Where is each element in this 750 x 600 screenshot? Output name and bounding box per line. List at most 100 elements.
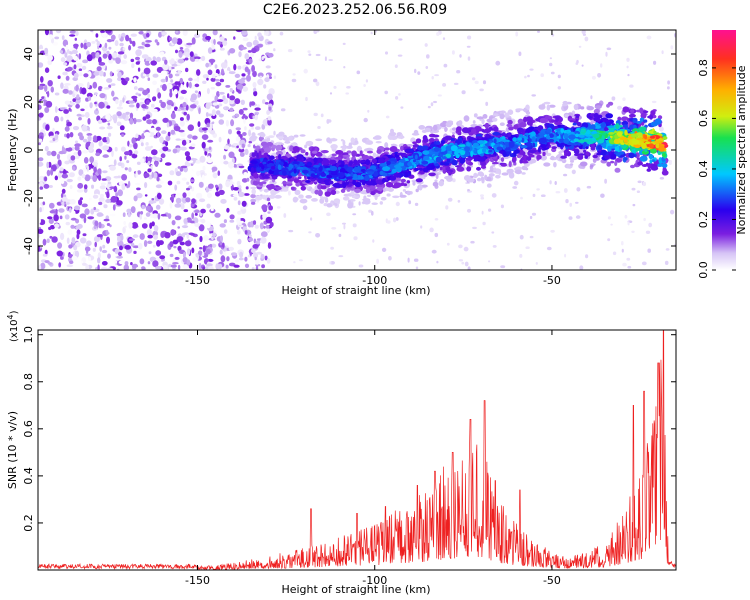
spectrogram-cell <box>506 168 514 174</box>
spectrogram-cell <box>564 114 570 118</box>
spectrogram-cell <box>670 45 674 50</box>
spectrogram-cell <box>528 149 537 154</box>
spectrogram-cell <box>668 161 672 165</box>
spectrogram-cell <box>69 102 76 106</box>
spectrogram-cell <box>244 148 249 155</box>
spectrogram-cell <box>162 117 169 123</box>
spectrogram-cell <box>617 116 622 122</box>
spectrogram-cell <box>491 117 498 122</box>
spectrogram-cell <box>170 129 176 135</box>
spectrogram-cell <box>628 113 636 118</box>
spectrogram-cell <box>292 73 296 76</box>
spectrogram-cell <box>276 206 281 209</box>
spectrogram-cell <box>124 245 132 250</box>
spectrogram-cell <box>338 233 342 238</box>
spectrogram-cell <box>58 208 65 213</box>
spectrogram-cell <box>235 259 240 263</box>
spectrogram-cell <box>400 178 406 183</box>
spectrogram-cell <box>156 240 161 247</box>
spectrogram-cell <box>290 186 295 190</box>
spectrogram-cell <box>64 113 71 119</box>
spectrogram-cell <box>171 220 176 226</box>
spectrogram-cell <box>385 181 394 188</box>
spectrogram-cell <box>141 54 149 59</box>
spectrogram-cell <box>75 103 80 109</box>
spectrogram-cell <box>326 137 331 143</box>
spectrogram-cell <box>236 163 243 167</box>
spectrogram-cell <box>214 212 221 218</box>
spectrogram-cell <box>182 264 189 269</box>
spectrogram-cell <box>305 195 313 199</box>
spectrogram-cell <box>475 136 484 139</box>
spectrogram-cell <box>576 187 581 192</box>
spectrogram-cell <box>429 227 434 233</box>
spectrogram-cell <box>600 118 609 121</box>
spectrogram-cell <box>250 194 256 199</box>
spectrogram-cell <box>436 32 440 36</box>
spectrogram-cell <box>529 215 533 220</box>
spectrogram-cell <box>255 240 261 245</box>
spectrogram-cell <box>73 55 78 61</box>
spectrogram-cell <box>363 84 366 87</box>
spectrogram-cell <box>345 92 350 95</box>
spectrogram-cell <box>66 121 72 127</box>
spectrogram-cell <box>98 70 104 77</box>
spectrogram-cell <box>66 264 74 268</box>
spectrogram-cell <box>180 83 184 91</box>
spectrogram-cell <box>287 178 292 182</box>
spectrogram-cell <box>66 66 73 72</box>
spectrogram-cell <box>229 214 235 220</box>
spectrogram-cell <box>76 94 80 99</box>
spectrogram-cell <box>220 198 227 204</box>
spectrogram-cell <box>480 176 485 181</box>
spectrogram-cell <box>456 166 465 172</box>
spectrogram-cell <box>267 52 274 58</box>
spectrogram-cell <box>199 235 203 243</box>
spectrogram-cell <box>238 188 242 193</box>
spectrogram-cell <box>135 49 142 57</box>
spectrogram-cell <box>99 93 106 99</box>
spectrogram-cell <box>521 165 528 171</box>
spectrogram-cell <box>128 45 132 51</box>
spectrogram-cell <box>198 181 204 188</box>
spectrogram-cell <box>642 181 647 187</box>
spectrogram-cell <box>368 209 373 213</box>
spectrogram-cell <box>177 70 182 75</box>
spectrogram-cell <box>630 164 635 169</box>
spectrogram-cell <box>463 115 470 122</box>
spectrogram-cell <box>128 100 135 104</box>
spectrogram-cell <box>229 107 234 113</box>
spectrogram-cell <box>641 164 648 167</box>
spectrogram-cell <box>51 236 58 243</box>
spectrogram-cell <box>508 133 511 137</box>
spectrogram-cell <box>409 148 415 152</box>
spectrogram-cell <box>257 72 264 78</box>
spectrogram-cell <box>133 250 137 254</box>
spectrogram-cell <box>128 238 135 241</box>
spectrogram-cell <box>400 133 404 140</box>
spectrogram-cell <box>106 236 110 244</box>
spectrogram-cell <box>184 151 190 157</box>
spectrogram-cell <box>190 179 195 183</box>
spectrogram-cell <box>136 187 141 191</box>
spectrogram-cell <box>135 266 142 270</box>
spectrogram-cell <box>474 80 479 85</box>
spectrogram-cell <box>577 154 584 160</box>
spectrogram-cell <box>278 153 282 160</box>
spectrogram-cell <box>84 111 90 118</box>
spectrogram-cell <box>191 198 196 204</box>
spectrogram-cell <box>531 94 536 97</box>
spectrogram-cell <box>342 196 350 201</box>
spectrogram-cell <box>42 238 47 246</box>
spectrogram-cell <box>144 182 148 189</box>
spectrogram-cell <box>206 124 210 128</box>
spectrogram-cell <box>389 135 398 140</box>
spectrogram-cell <box>467 266 471 270</box>
spectrogram-cell <box>132 245 140 249</box>
spectrogram-cell <box>212 102 218 106</box>
spectrogram-cell <box>166 104 172 110</box>
spectrogram-cell <box>297 176 302 180</box>
spectrogram-cell <box>342 182 347 189</box>
spectrogram-cell <box>187 124 194 131</box>
spectrogram-cell <box>592 154 598 159</box>
